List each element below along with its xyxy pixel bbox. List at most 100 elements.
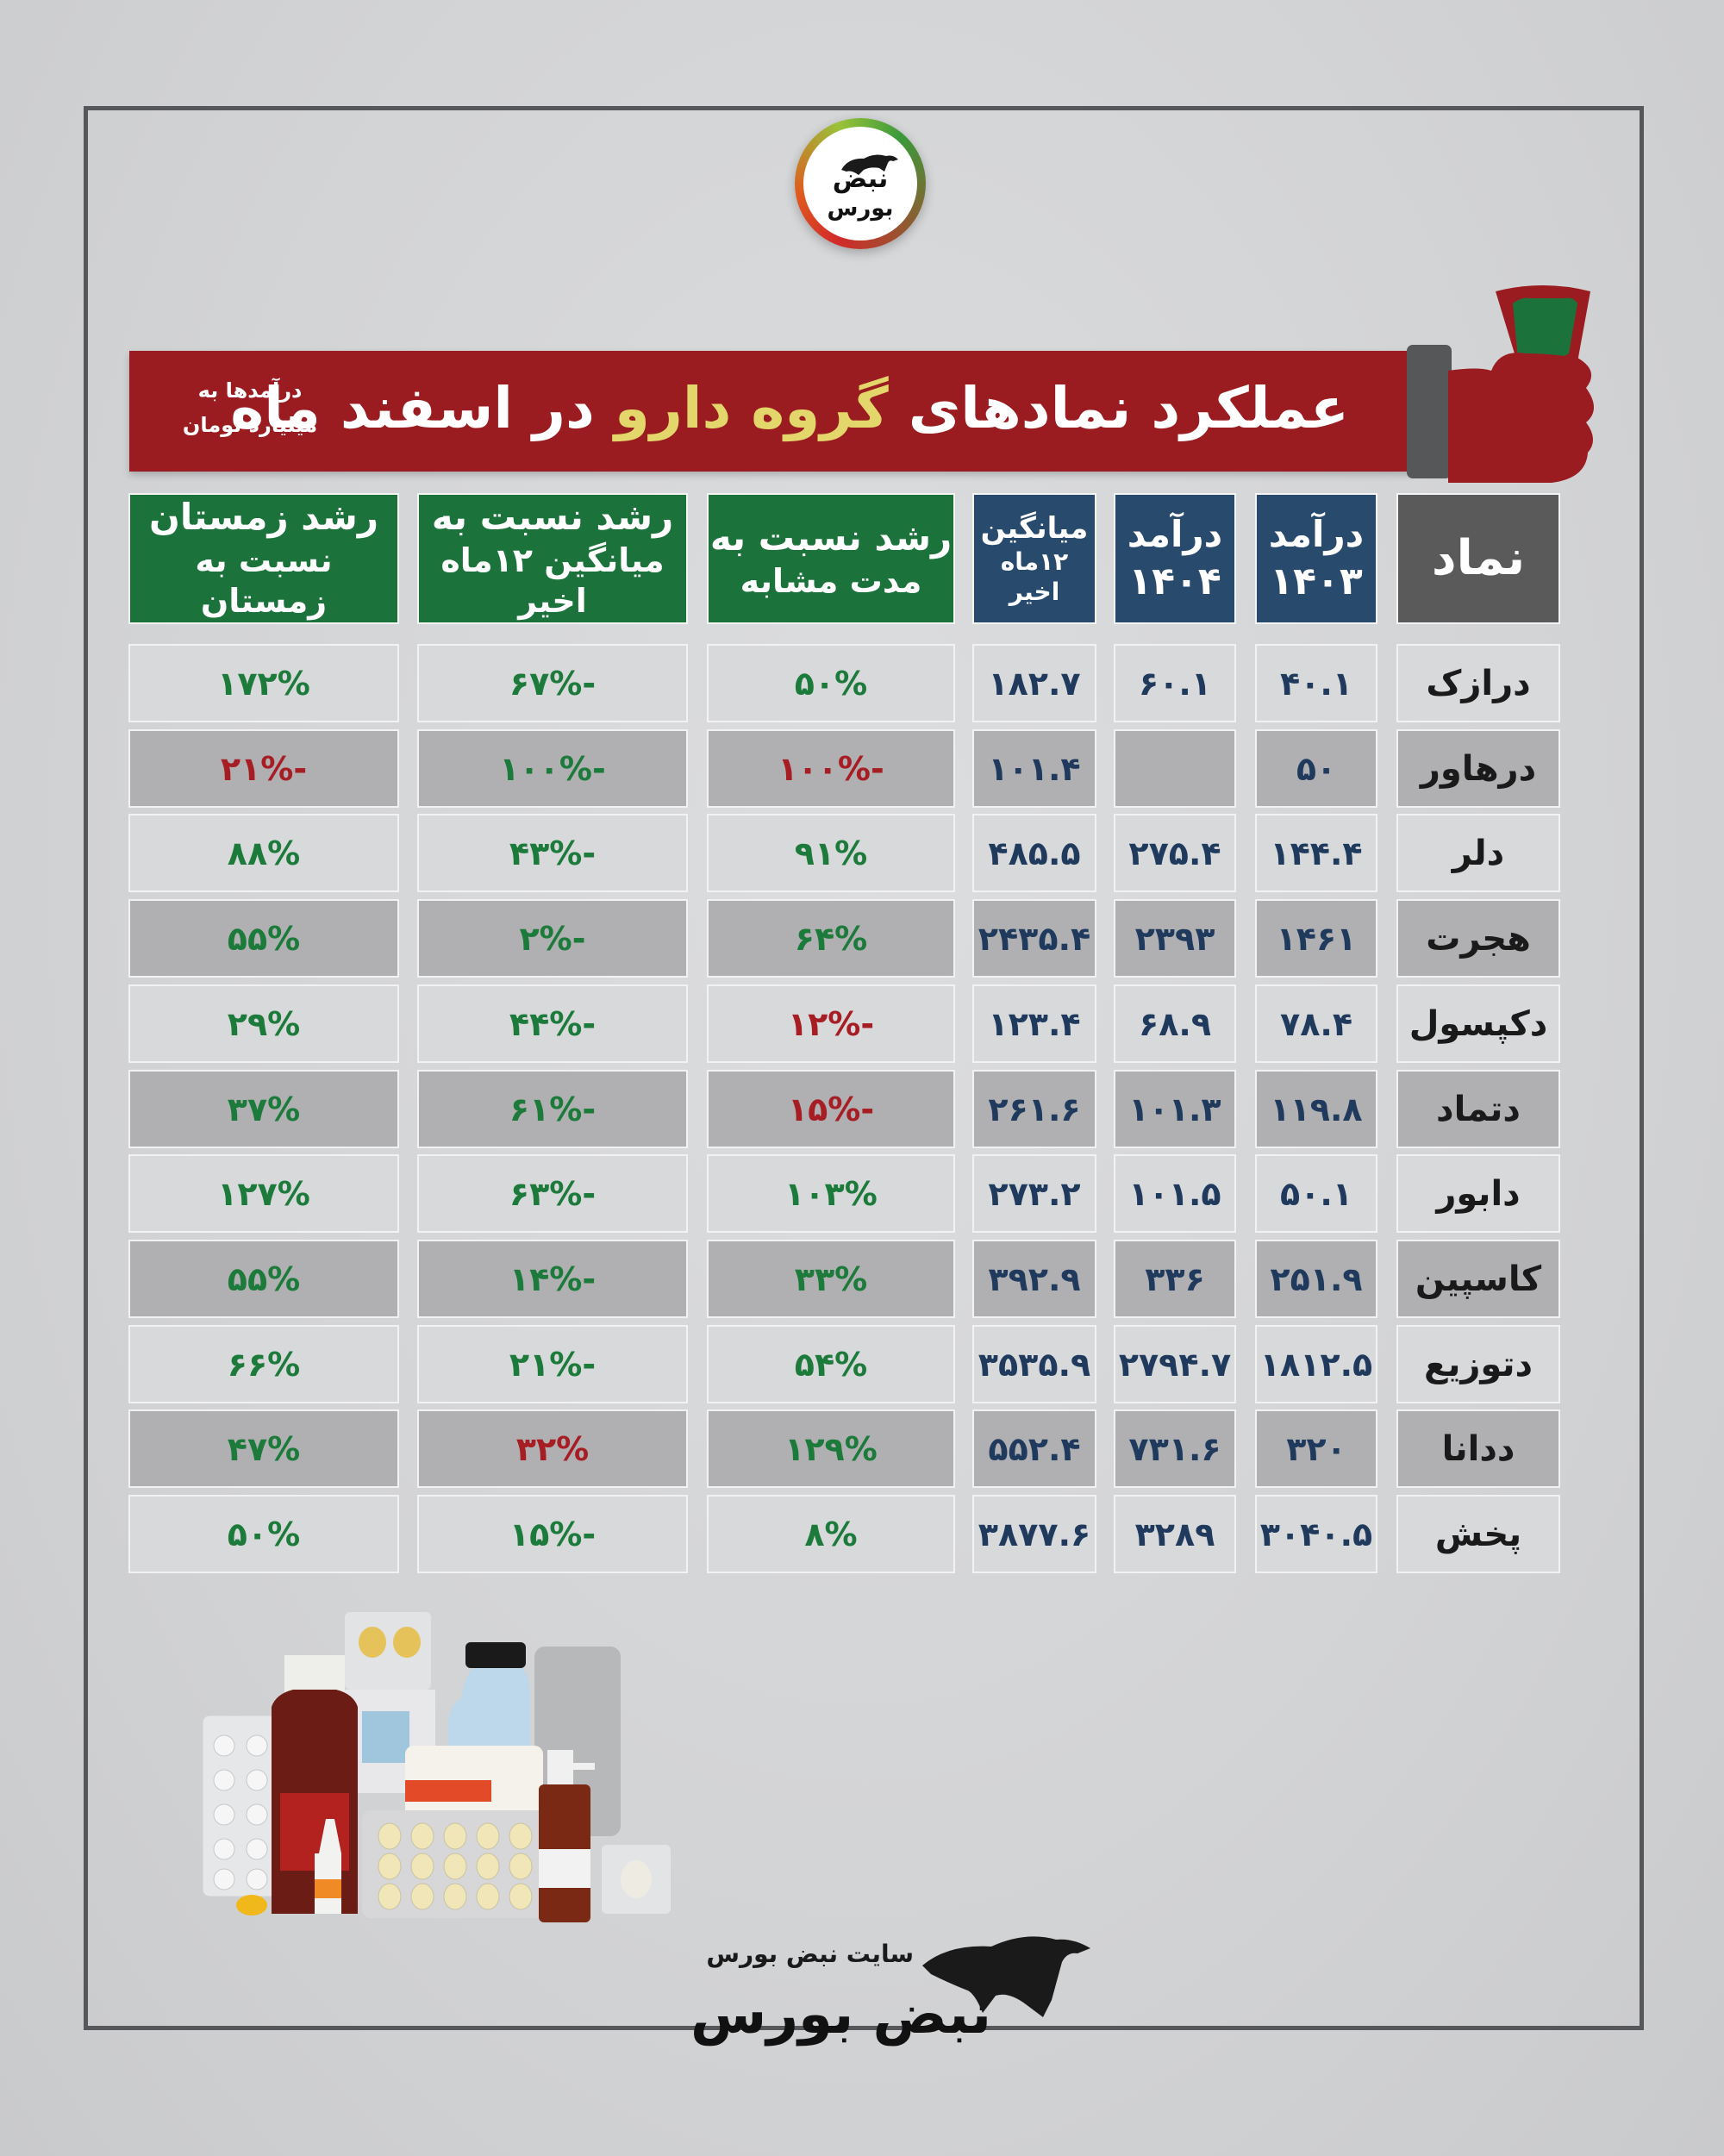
footer-logo-text: نبض بورس	[690, 1983, 993, 2047]
cell-rev-1403: ۴۰.۱	[1255, 644, 1377, 722]
cell-symbol: دابور	[1396, 1154, 1560, 1233]
cell-avg-12m: ۲۴۳۵.۴	[972, 899, 1096, 978]
cell-symbol: دکپسول	[1396, 984, 1560, 1063]
column-header-growth-yoy: رشد نسبت به مدت مشابه	[707, 493, 955, 624]
cell-growth-yoy: ۱۲۹%	[707, 1409, 955, 1488]
title-banner: عملکرد نمادهای گروه دارو در اسفند ماه در…	[129, 351, 1414, 472]
cell-rev-1403: ۳۰۴۰.۵	[1255, 1495, 1377, 1573]
cell-rev-1403: ۲۵۱.۹	[1255, 1240, 1377, 1318]
cell-growth-yoy: ۱۰۳%	[707, 1154, 955, 1233]
cell-growth-vs-avg: -۶۷%	[417, 644, 688, 722]
cell-symbol: درازک	[1396, 644, 1560, 722]
cell-rev-1403: ۱۴۶۱	[1255, 899, 1377, 978]
column-header-growth-winter: رشد زمستان نسبت به زمستان	[128, 493, 399, 624]
cell-rev-1403: ۵۰.۱	[1255, 1154, 1377, 1233]
cell-rev-1404: ۳۲۸۹	[1114, 1495, 1236, 1573]
cell-growth-vs-avg: -۶۱%	[417, 1070, 688, 1148]
cell-rev-1404: ۶۸.۹	[1114, 984, 1236, 1063]
title-highlight: گروه دارو	[614, 375, 890, 441]
header-line1: نماد	[1431, 530, 1526, 586]
cell-avg-12m: ۱۸۲.۷	[972, 644, 1096, 722]
cell-rev-1403: ۱۴۴.۴	[1255, 814, 1377, 892]
header-line2: ۱۴۰۴	[1128, 559, 1221, 603]
cell-growth-winter: ۵۰%	[128, 1495, 399, 1573]
header-line1: رشد نسبت به	[431, 496, 674, 539]
cell-avg-12m: ۱۰۱.۴	[972, 729, 1096, 808]
cell-growth-vs-avg: ۳۲%	[417, 1409, 688, 1488]
cell-growth-yoy: ۵۰%	[707, 644, 955, 722]
header-line2: میانگین ۱۲ماه اخیر	[440, 541, 665, 621]
cell-rev-1404	[1114, 729, 1236, 808]
cell-growth-yoy: -۱۰۰%	[707, 729, 955, 808]
brand-logo-footer: سایت نبض بورس نبض بورس	[690, 1914, 1090, 2060]
sleeve-cuff	[1407, 345, 1452, 478]
cell-growth-yoy: ۶۴%	[707, 899, 955, 978]
cell-symbol: دتماد	[1396, 1070, 1560, 1148]
cell-symbol: ددانا	[1396, 1409, 1560, 1488]
cell-growth-vs-avg: -۱۰۰%	[417, 729, 688, 808]
cell-growth-winter: ۴۷%	[128, 1409, 399, 1488]
title-part1: عملکرد نمادهای	[908, 375, 1350, 441]
cell-symbol: کاسپین	[1396, 1240, 1560, 1318]
header-line2: ۱۲ماه اخیر	[1000, 547, 1069, 607]
cell-growth-winter: ۲۹%	[128, 984, 399, 1063]
cell-avg-12m: ۳۸۷۷.۶	[972, 1495, 1096, 1573]
cell-symbol: درهاور	[1396, 729, 1560, 808]
unit-note-line2: میلیارد تومان	[182, 413, 318, 437]
cell-growth-yoy: ۵۴%	[707, 1325, 955, 1403]
cell-symbol: دلر	[1396, 814, 1560, 892]
cell-rev-1404: ۷۳۱.۶	[1114, 1409, 1236, 1488]
footer-site-label: سایت نبض بورس	[706, 1940, 914, 1968]
cell-avg-12m: ۵۵۲.۴	[972, 1409, 1096, 1488]
cell-rev-1404: ۱۰۱.۵	[1114, 1154, 1236, 1233]
cell-growth-yoy: -۱۲%	[707, 984, 955, 1063]
cell-symbol: هجرت	[1396, 899, 1560, 978]
cell-growth-winter: ۸۸%	[128, 814, 399, 892]
cell-growth-vs-avg: -۱۴%	[417, 1240, 688, 1318]
header-line1: رشد نسبت به	[709, 516, 953, 559]
cell-growth-winter: ۶۶%	[128, 1325, 399, 1403]
cell-growth-vs-avg: -۲%	[417, 899, 688, 978]
header-line2: ۱۴۰۳	[1270, 559, 1363, 603]
logo-text-line2: بورس	[827, 196, 894, 222]
outer-frame	[84, 106, 1644, 2030]
cell-growth-winter: ۵۵%	[128, 899, 399, 978]
title-part2: در اسفند ماه	[230, 375, 596, 441]
cell-rev-1404: ۳۳۶	[1114, 1240, 1236, 1318]
unit-note-line1: درآمدها به	[197, 378, 303, 403]
cell-rev-1403: ۳۲۰	[1255, 1409, 1377, 1488]
cell-growth-winter: ۱۷۲%	[128, 644, 399, 722]
header-line1: میانگین	[980, 510, 1089, 546]
cell-growth-vs-avg: -۶۳%	[417, 1154, 688, 1233]
cell-growth-vs-avg: -۴۳%	[417, 814, 688, 892]
bull-icon	[922, 1936, 1090, 2017]
column-header-symbol: نماد	[1396, 493, 1560, 624]
hand-holding-sign-icon	[1448, 285, 1594, 483]
cell-rev-1403: ۱۸۱۲.۵	[1255, 1325, 1377, 1403]
cell-growth-winter: ۵۵%	[128, 1240, 399, 1318]
cell-growth-yoy: ۸%	[707, 1495, 955, 1573]
cell-growth-winter: ۱۲۷%	[128, 1154, 399, 1233]
cell-symbol: دتوزیع	[1396, 1325, 1560, 1403]
cell-growth-vs-avg: -۱۵%	[417, 1495, 688, 1573]
header-line1: رشد زمستان	[148, 496, 379, 539]
cell-symbol: پخش	[1396, 1495, 1560, 1573]
cell-growth-winter: -۲۱%	[128, 729, 399, 808]
cell-rev-1404: ۲۷۹۴.۷	[1114, 1325, 1236, 1403]
cell-rev-1403: ۷۸.۴	[1255, 984, 1377, 1063]
cell-growth-yoy: -۱۵%	[707, 1070, 955, 1148]
cell-rev-1403: ۱۱۹.۸	[1255, 1070, 1377, 1148]
column-header-rev-1403: درآمد ۱۴۰۳	[1255, 493, 1377, 624]
column-header-avg-12m: میانگین ۱۲ماه اخیر	[972, 493, 1096, 624]
cell-avg-12m: ۲۶۱.۶	[972, 1070, 1096, 1148]
cell-growth-vs-avg: -۴۴%	[417, 984, 688, 1063]
cell-rev-1404: ۲۷۵.۴	[1114, 814, 1236, 892]
page-title: عملکرد نمادهای گروه دارو در اسفند ماه	[230, 375, 1350, 441]
header-line2: مدت مشابه	[740, 561, 922, 600]
cell-growth-winter: ۳۷%	[128, 1070, 399, 1148]
cell-avg-12m: ۱۲۳.۴	[972, 984, 1096, 1063]
bull-icon	[841, 154, 898, 175]
unit-note: درآمدها به میلیارد تومان	[181, 373, 319, 442]
brand-logo-top: نبض بورس	[795, 118, 926, 249]
cell-rev-1404: ۱۰۱.۳	[1114, 1070, 1236, 1148]
